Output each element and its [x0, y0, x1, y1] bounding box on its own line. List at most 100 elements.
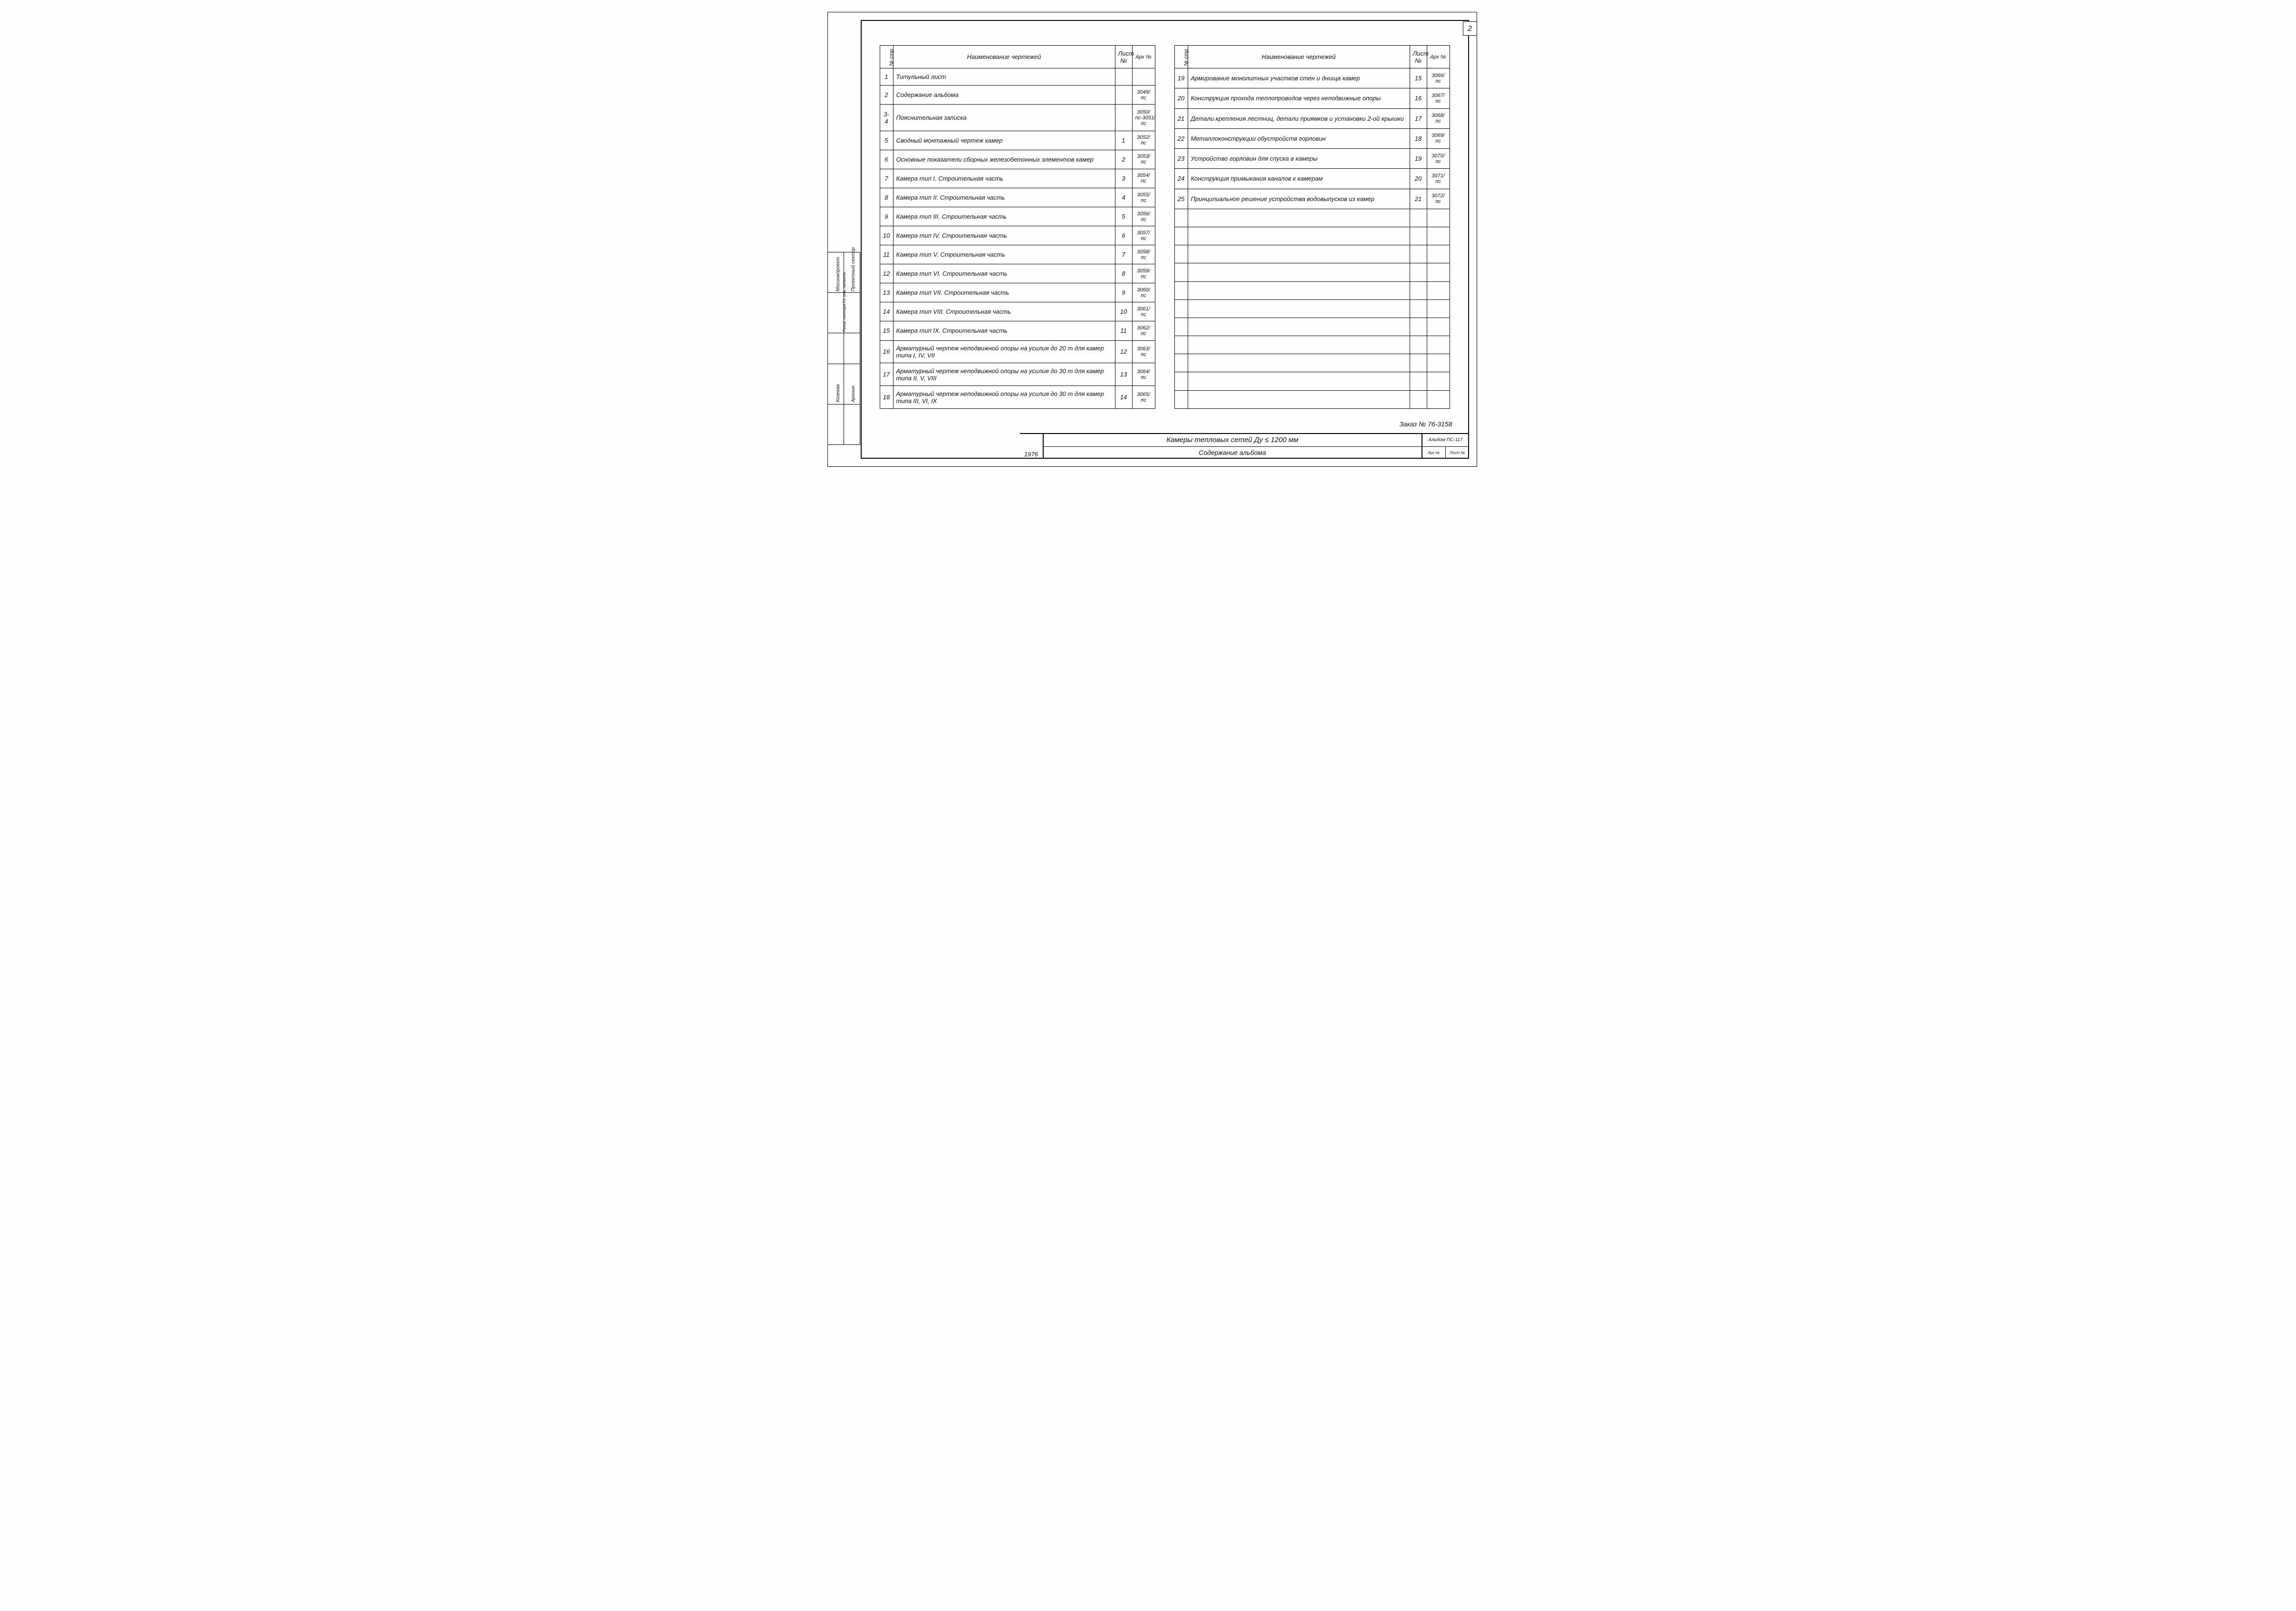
- table-row: 19Армирование монолитных участков стен и…: [1174, 68, 1450, 88]
- cell-nstr: 13: [880, 283, 893, 302]
- cell-list: [1115, 105, 1132, 131]
- table-row: 15Камера тип IX. Строительная часть11306…: [880, 321, 1155, 340]
- cell-list: 11: [1115, 321, 1132, 340]
- table-row-empty: [1174, 354, 1450, 372]
- table-row-empty: [1174, 299, 1450, 318]
- cell-nstr: 9: [880, 207, 893, 226]
- cell-nstr: 17: [880, 363, 893, 386]
- cell-name: Камера тип IX. Строительная часть: [893, 321, 1115, 340]
- cell-arch: 3060/пс: [1132, 283, 1155, 302]
- cell-name: Содержание альбома: [893, 86, 1115, 105]
- table-row: 18Арматурный чертеж неподвижной опоры на…: [880, 386, 1155, 409]
- cell-arch: 3063/пс: [1132, 340, 1155, 363]
- table-row: 1Титульный лист: [880, 68, 1155, 86]
- order-number: Заказ № 76-3158: [1399, 420, 1452, 428]
- cell-arch: 3067/пс: [1427, 88, 1450, 108]
- cell-arch: [1132, 68, 1155, 86]
- table-row: 12Камера тип VI. Строительная часть83059…: [880, 264, 1155, 283]
- cell-list: 2: [1115, 150, 1132, 169]
- cell-name: Камера тип II. Строительная часть: [893, 188, 1115, 207]
- stamp-sector: Проектный сектор: [851, 247, 856, 291]
- table-row: 9Камера тип III. Строительная часть53056…: [880, 207, 1155, 226]
- table-row-empty: [1174, 209, 1450, 227]
- cell-list: 13: [1115, 363, 1132, 386]
- cell-list: 4: [1115, 188, 1132, 207]
- cell-nstr: 1: [880, 68, 893, 86]
- cell-name: Сводный монтажный чертеж камер: [893, 131, 1115, 150]
- cell-nstr: 3-4: [880, 105, 893, 131]
- table-row: 24Конструкция примыкания каналов к камер…: [1174, 169, 1450, 189]
- cell-name: Камера тип III. Строительная часть: [893, 207, 1115, 226]
- cell-list: 6: [1115, 226, 1132, 245]
- toc-table-left: № стр Наименование чертежей Лист № Арх №…: [880, 45, 1155, 409]
- cell-arch: 3062/пс: [1132, 321, 1155, 340]
- cell-arch: 3058/пс: [1132, 245, 1155, 264]
- cell-list: 20: [1410, 169, 1427, 189]
- cell-nstr: 12: [880, 264, 893, 283]
- left-margin-stamp: Мосинжпроект Проектный сектор Руков. сек…: [828, 252, 860, 456]
- cell-arch: 3052/пс: [1132, 131, 1155, 150]
- content-area: № стр Наименование чертежей Лист № Арх №…: [870, 40, 1460, 414]
- cell-nstr: 11: [880, 245, 893, 264]
- cell-nstr: 15: [880, 321, 893, 340]
- cell-name: Камера тип VI. Строительная часть: [893, 264, 1115, 283]
- table-row-empty: [1174, 263, 1450, 281]
- cell-list: 1: [1115, 131, 1132, 150]
- th-list: Лист №: [1410, 46, 1427, 68]
- cell-arch: 3055/пс: [1132, 188, 1155, 207]
- cell-name: Пояснительная записка: [893, 105, 1115, 131]
- table-row: 5Сводный монтажный чертеж камер13052/пс: [880, 131, 1155, 150]
- cell-arch: 3070/пс: [1427, 149, 1450, 169]
- title-block: 1976 Камеры тепловых сетей Ду ≤ 1200 мм …: [1020, 433, 1469, 459]
- cell-arch: 3066/пс: [1427, 68, 1450, 88]
- th-nstr: № стр: [1174, 46, 1188, 68]
- th-arch: Арх №: [1427, 46, 1450, 68]
- cell-arch: 3061/пс: [1132, 302, 1155, 321]
- table-row: 25Принципиальное решение устройства водо…: [1174, 189, 1450, 209]
- cell-arch: 3065/пс: [1132, 386, 1155, 409]
- cell-nstr: 16: [880, 340, 893, 363]
- cell-list: 5: [1115, 207, 1132, 226]
- table-row: 3-4Пояснительная записка 3050/пс-3051/пс: [880, 105, 1155, 131]
- cell-list: 3: [1115, 169, 1132, 188]
- tb-title-line1: Камеры тепловых сетей Ду ≤ 1200 мм: [1044, 434, 1422, 447]
- cell-nstr: 22: [1174, 128, 1188, 148]
- tb-album: Альбом ПС-117: [1422, 434, 1469, 447]
- cell-nstr: 5: [880, 131, 893, 150]
- cell-arch: 3053/пс: [1132, 150, 1155, 169]
- stamp-name1: Козеева: [836, 384, 841, 402]
- th-name: Наименование чертежей: [893, 46, 1115, 68]
- cell-nstr: 24: [1174, 169, 1188, 189]
- cell-arch: 3064/пс: [1132, 363, 1155, 386]
- table-row: 7Камера тип I. Строительная часть33054/п…: [880, 169, 1155, 188]
- cell-nstr: 19: [1174, 68, 1188, 88]
- th-name: Наименование чертежей: [1188, 46, 1410, 68]
- th-list: Лист №: [1115, 46, 1132, 68]
- table-row: 10Камера тип IV. Строительная часть63057…: [880, 226, 1155, 245]
- cell-list: [1115, 68, 1132, 86]
- table-row-empty: [1174, 336, 1450, 354]
- cell-list: 16: [1410, 88, 1427, 108]
- cell-list: 19: [1410, 149, 1427, 169]
- cell-arch: 3054/пс: [1132, 169, 1155, 188]
- tb-arch-label: Арх №: [1422, 447, 1446, 459]
- page-number: 2: [1463, 21, 1477, 36]
- cell-arch: 3059/пс: [1132, 264, 1155, 283]
- cell-list: 9: [1115, 283, 1132, 302]
- cell-nstr: 14: [880, 302, 893, 321]
- cell-name: Детали крепления лестниц, детали приямко…: [1188, 108, 1410, 128]
- table-row: 14Камера тип VIII. Строительная часть103…: [880, 302, 1155, 321]
- cell-arch: 3050/пс-3051/пс: [1132, 105, 1155, 131]
- cell-name: Принципиальное решение устройства водовы…: [1188, 189, 1410, 209]
- cell-list: 8: [1115, 264, 1132, 283]
- cell-nstr: 20: [1174, 88, 1188, 108]
- table-row: 2Содержание альбома3049/пс: [880, 86, 1155, 105]
- table-row: 13Камера тип VII. Строительная часть9306…: [880, 283, 1155, 302]
- cell-nstr: 25: [1174, 189, 1188, 209]
- cell-arch: 3056/пс: [1132, 207, 1155, 226]
- cell-arch: 3049/пс: [1132, 86, 1155, 105]
- table-row-empty: [1174, 372, 1450, 390]
- cell-name: Камера тип VII. Строительная часть: [893, 283, 1115, 302]
- table-row: 23Устройство горловин для спуска в камер…: [1174, 149, 1450, 169]
- table-row-empty: [1174, 390, 1450, 408]
